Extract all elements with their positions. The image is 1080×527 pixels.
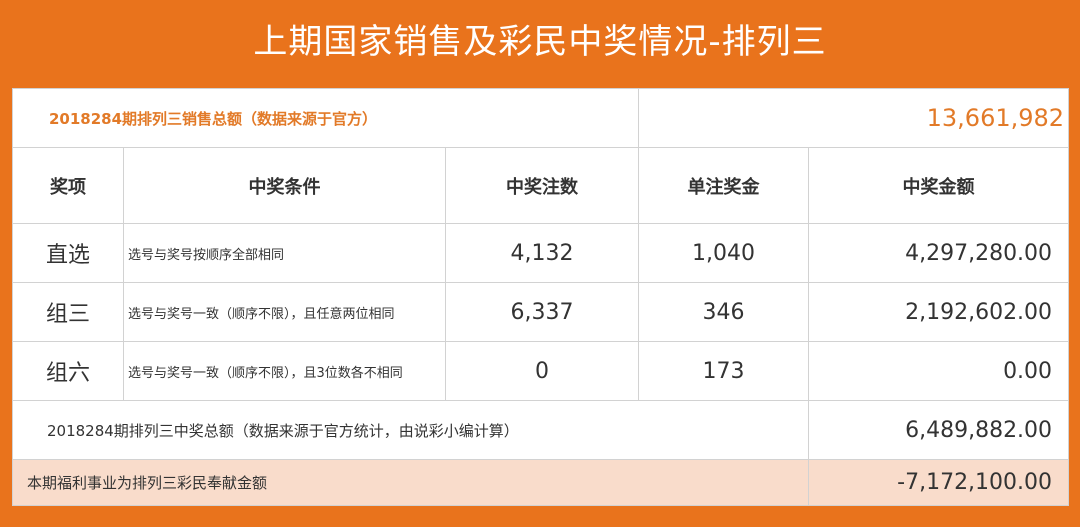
table-row: 直选 选号与奖号按顺序全部相同 4,132 1,040 4,297,280.00 bbox=[12, 223, 1070, 283]
table-row: 组六 选号与奖号一致（顺序不限），且3位数各不相同 0 173 0.00 bbox=[12, 341, 1070, 401]
cell: 4,132 bbox=[444, 223, 640, 283]
cell: 6,337 bbox=[444, 282, 640, 342]
header-cell: 中奖条件 bbox=[123, 147, 446, 224]
cell: 组三 bbox=[12, 282, 124, 342]
prize-total-row: 2018284期排列三中奖总额（数据来源于官方统计，由说彩小编计算） 6,489… bbox=[11, 400, 1070, 460]
cell: 组六 bbox=[12, 341, 124, 401]
prize-total-label: 2018284期排列三中奖总额（数据来源于官方统计，由说彩小编计算） bbox=[11, 400, 810, 460]
cell: 选号与奖号按顺序全部相同 bbox=[123, 223, 446, 283]
header-cell: 中奖金额 bbox=[808, 147, 1070, 224]
cell: 346 bbox=[638, 282, 810, 342]
contribution-label: 本期福利事业为排列三彩民奉献金额 bbox=[11, 459, 810, 506]
sales-row: 2018284期排列三销售总额（数据来源于官方） 13,661,982 bbox=[11, 88, 1070, 148]
contribution-row: 本期福利事业为排列三彩民奉献金额 -7,172,100.00 bbox=[11, 459, 1070, 506]
sales-label: 2018284期排列三销售总额（数据来源于官方） bbox=[11, 88, 640, 148]
cell: 直选 bbox=[12, 223, 124, 283]
cell: 1,040 bbox=[638, 223, 810, 283]
header-cell: 单注奖金 bbox=[638, 147, 810, 224]
cell: 选号与奖号一致（顺序不限），且3位数各不相同 bbox=[123, 341, 446, 401]
cell: 0 bbox=[444, 341, 640, 401]
header-cell: 奖项 bbox=[12, 147, 124, 224]
cell: 2,192,602.00 bbox=[808, 282, 1070, 342]
prize-total-value: 6,489,882.00 bbox=[808, 400, 1070, 460]
title: 上期国家销售及彩民中奖情况-排列三 bbox=[253, 22, 827, 62]
cell: 0.00 bbox=[808, 341, 1070, 401]
sales-value: 13,661,982 bbox=[638, 88, 1070, 148]
cell: 173 bbox=[638, 341, 810, 401]
contribution-value: -7,172,100.00 bbox=[808, 459, 1070, 506]
cell: 4,297,280.00 bbox=[808, 223, 1070, 283]
header-row: 奖项 中奖条件 中奖注数 单注奖金 中奖金额 bbox=[12, 147, 1070, 224]
table-row: 组三 选号与奖号一致（顺序不限），且任意两位相同 6,337 346 2,192… bbox=[12, 282, 1070, 342]
cell: 选号与奖号一致（顺序不限），且任意两位相同 bbox=[123, 282, 446, 342]
header-cell: 中奖注数 bbox=[444, 147, 640, 224]
lottery-table: 2018284期排列三销售总额（数据来源于官方） 13,661,982 奖项 中… bbox=[11, 88, 1070, 506]
